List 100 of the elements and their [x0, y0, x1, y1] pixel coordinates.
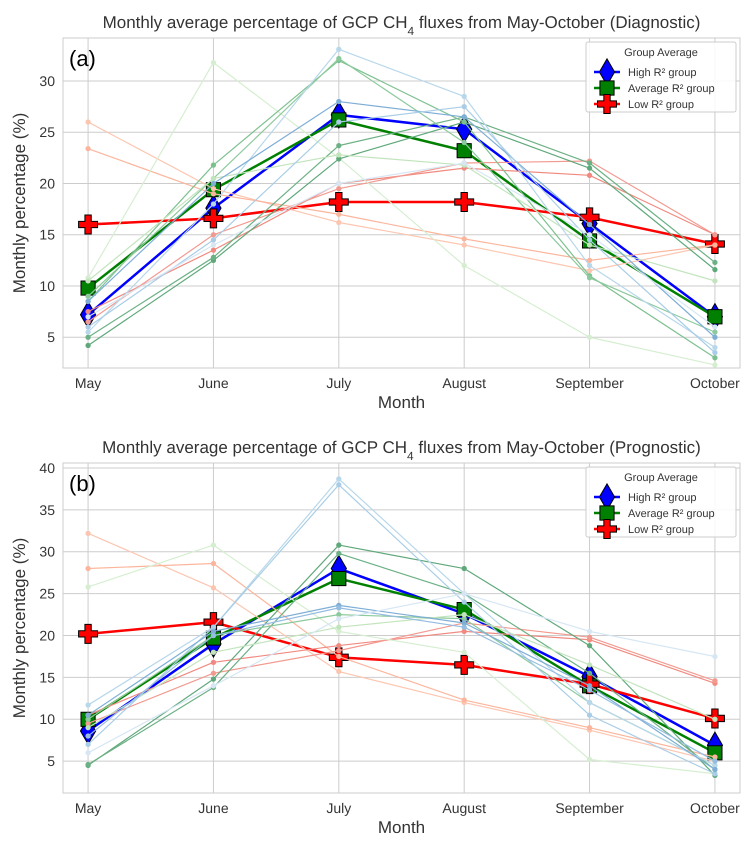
- point: [336, 98, 342, 104]
- point: [712, 654, 718, 660]
- y-tick-label: 30: [39, 72, 56, 89]
- point: [210, 232, 216, 238]
- point: [462, 650, 467, 655]
- point: [210, 180, 216, 186]
- y-tick-label: 5: [47, 753, 56, 770]
- annotation: (a): [69, 46, 96, 71]
- point: [336, 605, 342, 611]
- y-tick-label: 20: [39, 627, 56, 644]
- y-tick-label: 30: [39, 544, 56, 560]
- point: [712, 362, 718, 368]
- point: [336, 476, 342, 482]
- point: [712, 260, 718, 266]
- x-tick-label: September: [555, 800, 624, 816]
- point: [210, 254, 216, 260]
- y-tick-label: 25: [39, 586, 56, 602]
- point: [586, 687, 592, 693]
- point: [210, 191, 216, 196]
- point: [336, 46, 342, 52]
- point: [85, 702, 91, 708]
- point: [462, 236, 467, 242]
- point: [336, 212, 342, 217]
- legend-label: Average R² group: [628, 82, 715, 95]
- point: [336, 642, 342, 648]
- point: [586, 634, 592, 640]
- legend-label: High R² group: [628, 492, 696, 504]
- point: [78, 624, 98, 644]
- y-tick-label: 25: [39, 124, 56, 140]
- x-tick-label: May: [74, 375, 102, 391]
- point: [712, 355, 718, 360]
- point: [586, 756, 592, 762]
- point: [336, 220, 342, 226]
- x-tick-label: June: [198, 800, 229, 816]
- x-tick-label: July: [326, 375, 352, 391]
- point: [462, 94, 467, 100]
- legend-title: Group Average: [624, 472, 698, 484]
- point: [85, 742, 91, 748]
- point: [586, 242, 592, 248]
- point: [78, 214, 98, 235]
- point: [336, 550, 342, 556]
- point: [210, 237, 216, 243]
- y-axis-title: Monthly percentage (%): [10, 112, 29, 294]
- point: [328, 192, 349, 212]
- point: [210, 676, 216, 682]
- point: [462, 262, 467, 268]
- annotation: (b): [69, 471, 96, 496]
- point: [336, 616, 342, 622]
- x-tick-label: June: [198, 375, 229, 391]
- point: [336, 142, 342, 148]
- legend-label: Low R² group: [628, 98, 694, 111]
- point: [712, 334, 718, 340]
- x-tick-label: September: [555, 375, 624, 391]
- x-axis-title: Month: [378, 393, 426, 412]
- point: [454, 192, 474, 212]
- x-tick-label: October: [690, 375, 740, 391]
- legend-label: Average R² group: [628, 508, 715, 520]
- x-axis-title: Month: [378, 818, 426, 837]
- point: [85, 750, 91, 756]
- point: [712, 344, 718, 350]
- point: [85, 278, 91, 284]
- point: [210, 542, 216, 548]
- point: [210, 60, 216, 66]
- point: [712, 678, 718, 684]
- point: [210, 560, 216, 566]
- point: [586, 725, 592, 730]
- point: [336, 542, 342, 548]
- point: [454, 654, 474, 675]
- point: [586, 232, 592, 238]
- y-tick-label: 10: [39, 278, 56, 294]
- point: [462, 612, 467, 618]
- x-tick-label: May: [74, 800, 102, 816]
- point: [336, 152, 342, 158]
- point: [203, 208, 224, 228]
- x-tick-label: July: [326, 800, 352, 816]
- point: [462, 624, 467, 630]
- point: [85, 530, 91, 536]
- point: [462, 697, 467, 703]
- point: [586, 262, 592, 268]
- y-tick-label: 20: [39, 175, 56, 192]
- point: [462, 242, 467, 248]
- point: [336, 624, 342, 630]
- point: [336, 482, 342, 488]
- point: [712, 350, 718, 356]
- y-tick-label: 5: [47, 329, 56, 346]
- point: [85, 294, 91, 299]
- y-tick-label: 40: [39, 460, 56, 476]
- point: [586, 334, 592, 340]
- y-tick-label: 15: [39, 226, 56, 243]
- point: [462, 140, 467, 146]
- point: [210, 670, 216, 676]
- point: [336, 648, 342, 654]
- point: [712, 324, 718, 330]
- point: [336, 186, 342, 192]
- point: [85, 584, 91, 590]
- x-tick-label: August: [442, 375, 486, 391]
- point: [210, 242, 216, 248]
- point: [210, 162, 216, 168]
- y-tick-label: 15: [39, 669, 56, 686]
- legend-label: Low R² group: [628, 524, 694, 536]
